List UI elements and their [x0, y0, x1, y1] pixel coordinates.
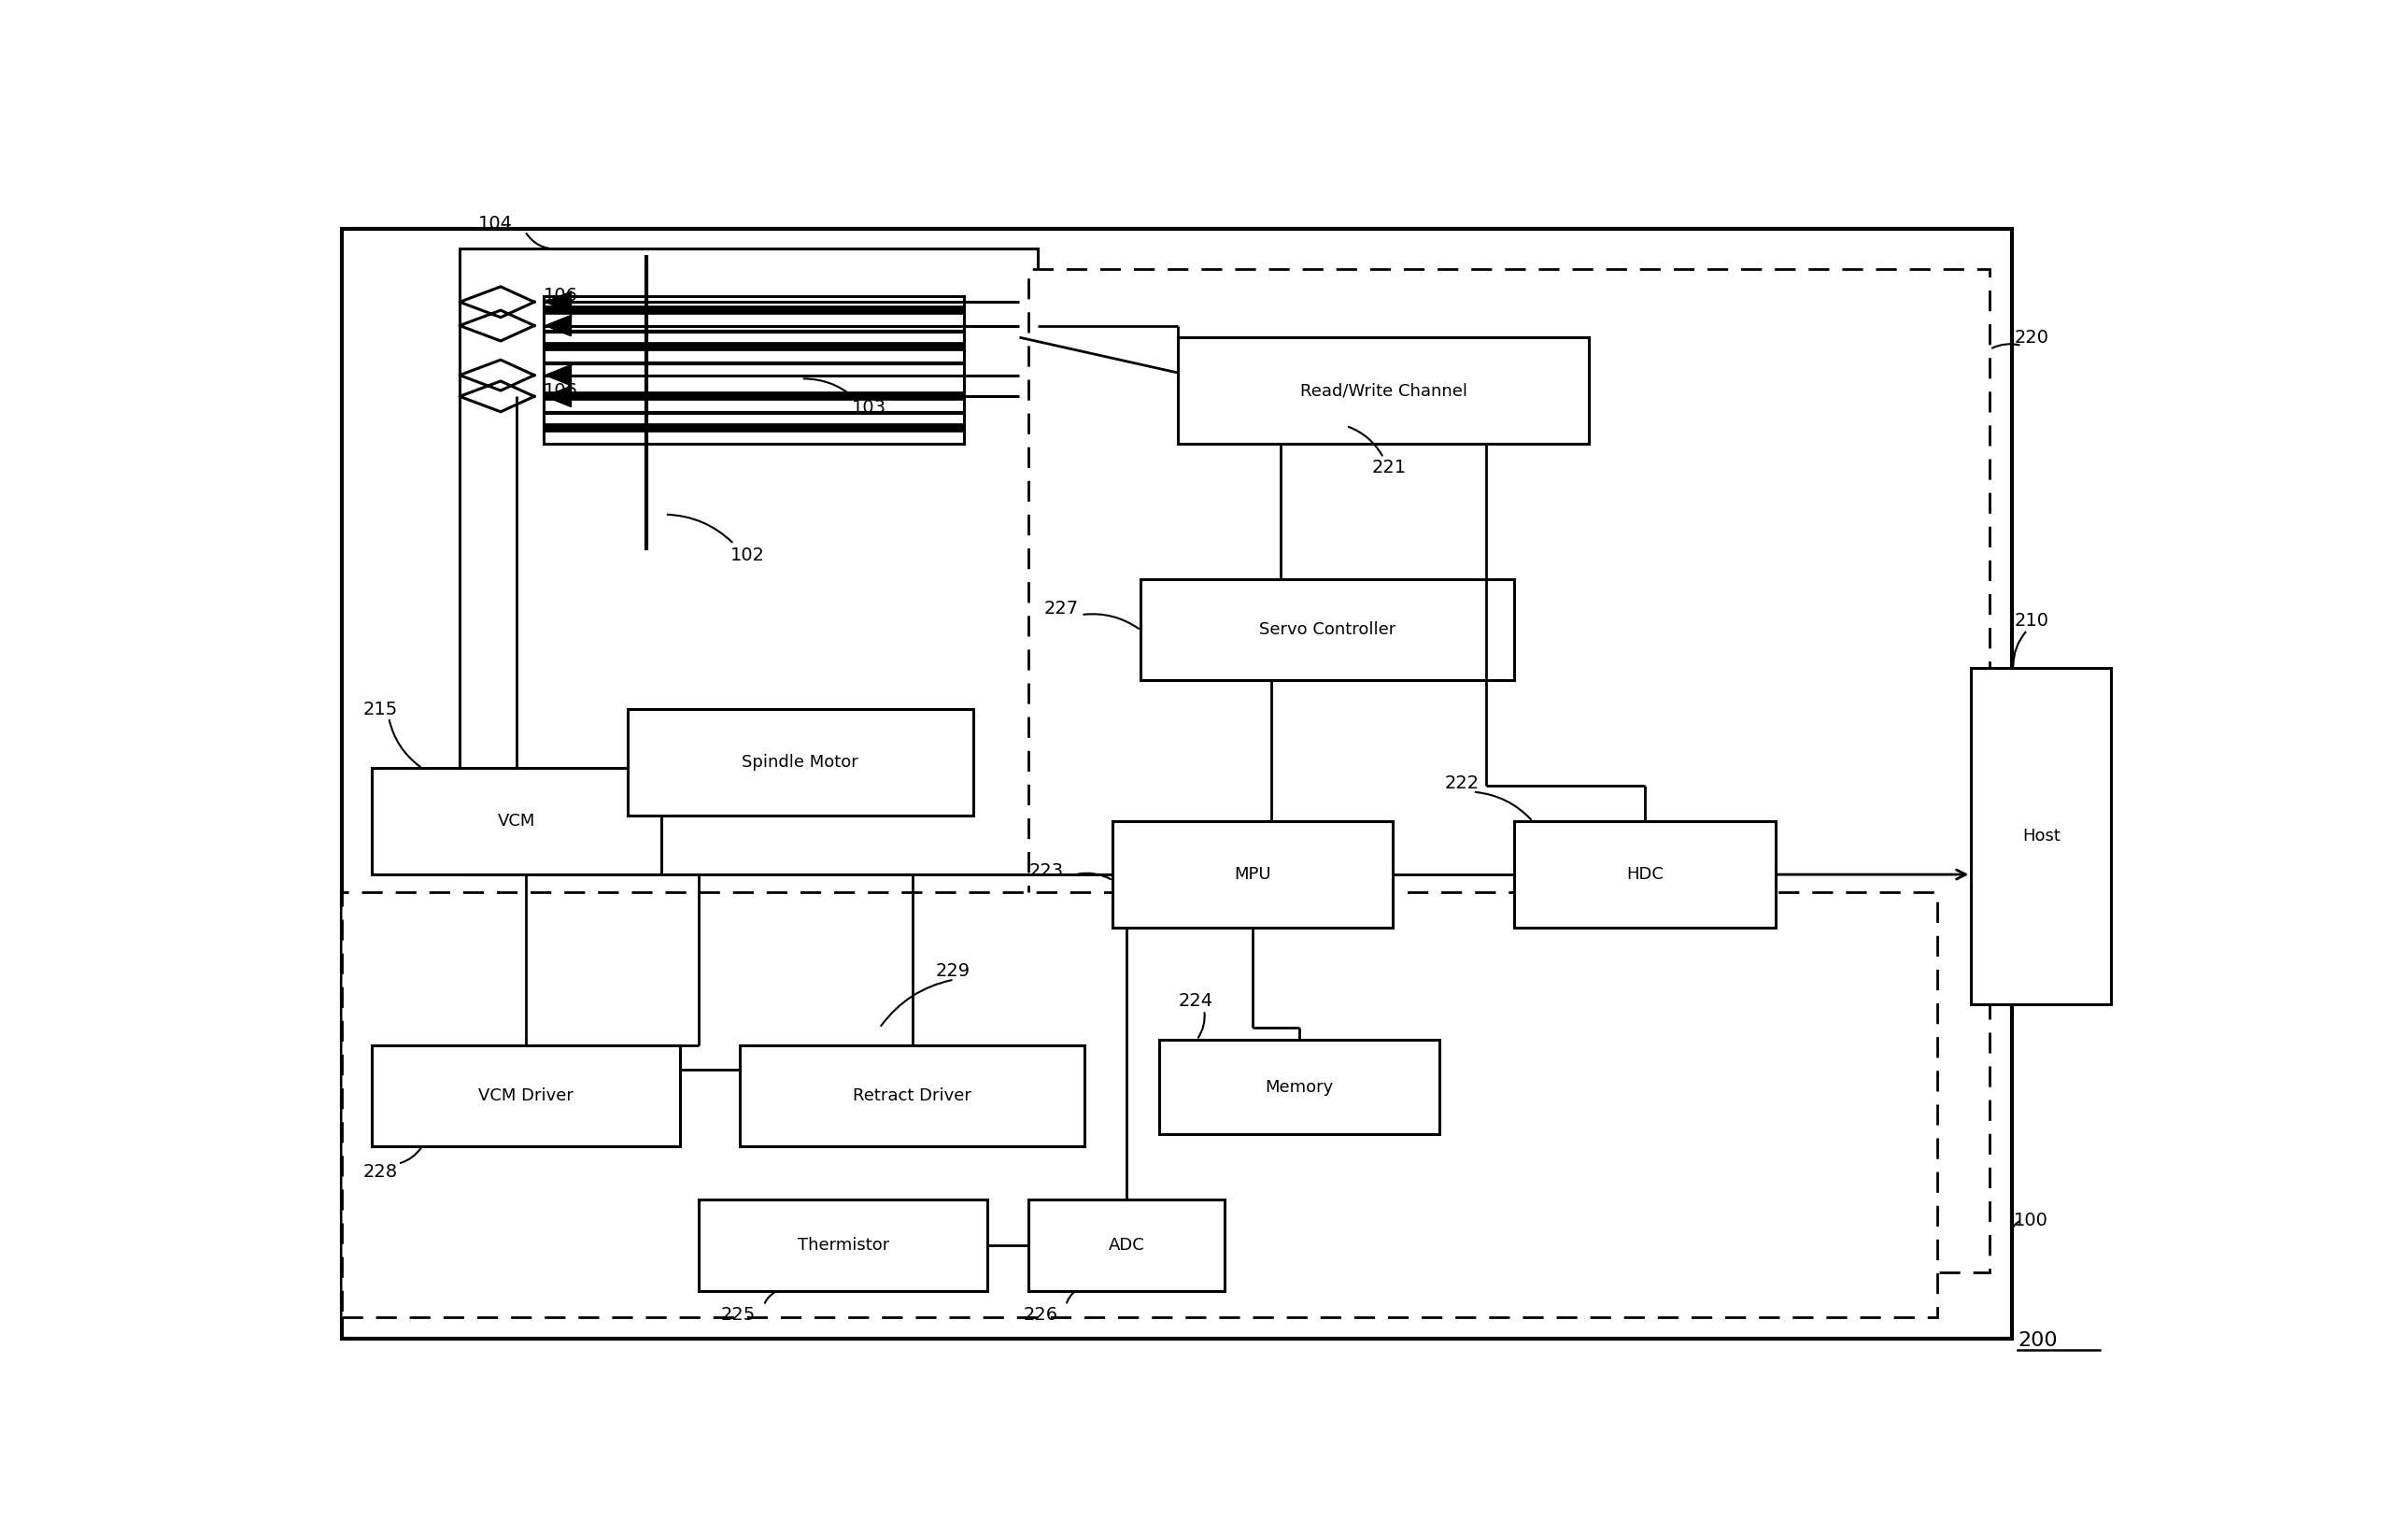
- Bar: [371, 768, 662, 874]
- Text: VCM: VCM: [498, 812, 535, 829]
- Bar: [1515, 822, 1775, 927]
- Bar: [342, 892, 1938, 1317]
- Bar: [460, 248, 1038, 874]
- Text: Spindle Motor: Spindle Motor: [742, 754, 860, 771]
- Text: Retract Driver: Retract Driver: [852, 1087, 970, 1104]
- Text: 229: 229: [934, 963, 970, 980]
- Bar: [1028, 268, 1989, 1272]
- Bar: [1972, 668, 2112, 1004]
- Text: 225: 225: [720, 1306, 756, 1323]
- Text: Memory: Memory: [1264, 1079, 1334, 1096]
- Bar: [698, 1199, 987, 1291]
- Polygon shape: [547, 293, 571, 311]
- Bar: [1112, 822, 1392, 927]
- Text: 215: 215: [364, 701, 397, 717]
- Text: 104: 104: [479, 215, 513, 233]
- Text: 222: 222: [1445, 774, 1479, 793]
- Bar: [544, 296, 963, 443]
- Text: Thermistor: Thermistor: [797, 1237, 889, 1254]
- Text: 226: 226: [1023, 1306, 1057, 1323]
- Bar: [1028, 1199, 1226, 1291]
- Text: 210: 210: [2013, 612, 2049, 630]
- Text: HDC: HDC: [1625, 866, 1664, 883]
- Polygon shape: [547, 365, 571, 385]
- Text: VCM Driver: VCM Driver: [479, 1087, 573, 1104]
- Text: 103: 103: [852, 400, 886, 417]
- Text: Read/Write Channel: Read/Write Channel: [1300, 382, 1466, 399]
- Bar: [1178, 337, 1589, 443]
- Bar: [371, 1046, 679, 1147]
- Text: 227: 227: [1043, 599, 1079, 618]
- Bar: [1161, 1039, 1440, 1134]
- Text: ADC: ADC: [1108, 1237, 1144, 1254]
- Bar: [628, 710, 973, 816]
- Polygon shape: [547, 316, 571, 336]
- Text: 221: 221: [1373, 458, 1406, 477]
- Text: 220: 220: [2013, 328, 2049, 346]
- Text: 102: 102: [730, 547, 766, 564]
- Text: 224: 224: [1178, 992, 1214, 1010]
- Text: MPU: MPU: [1235, 866, 1271, 883]
- Text: 228: 228: [364, 1164, 397, 1180]
- Text: 200: 200: [2018, 1332, 2059, 1351]
- Bar: [739, 1046, 1086, 1147]
- Text: Host: Host: [2023, 828, 2061, 845]
- Bar: [1141, 579, 1515, 679]
- Bar: [342, 228, 2013, 1338]
- Text: Servo Controller: Servo Controller: [1259, 621, 1397, 638]
- Text: 106: 106: [544, 382, 578, 400]
- Text: 223: 223: [1028, 862, 1064, 880]
- Polygon shape: [547, 386, 571, 406]
- Text: 106: 106: [544, 287, 578, 305]
- Text: 100: 100: [2013, 1211, 2049, 1229]
